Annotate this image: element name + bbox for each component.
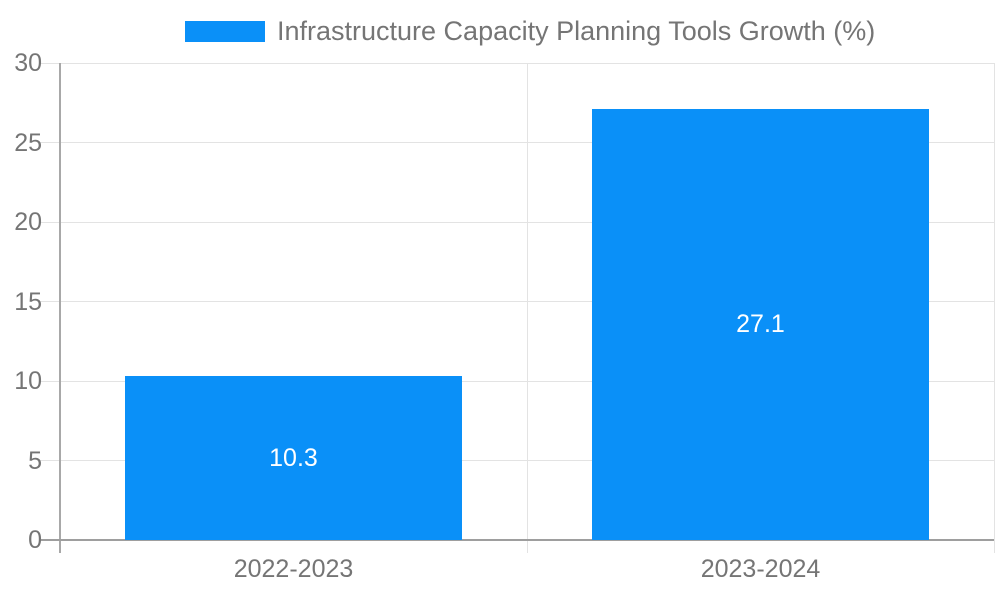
y-axis-tick-label: 15: [14, 287, 42, 316]
x-axis-tick: [993, 540, 995, 553]
bar-2023-2024[interactable]: 27.1: [592, 109, 929, 540]
chart-legend: Infrastructure Capacity Planning Tools G…: [185, 0, 875, 63]
y-axis-tick-label: 10: [14, 367, 42, 395]
y-axis-tick-label: 0: [28, 526, 42, 554]
plot-area: 10.3 27.1: [40, 62, 995, 553]
x-axis-line: [40, 539, 994, 541]
y-gridline: [40, 221, 994, 223]
x-gridline: [526, 63, 528, 540]
y-gridline: [40, 142, 994, 143]
bar-value-label: 10.3: [269, 443, 318, 472]
y-gridline: [40, 460, 994, 461]
y-axis-tick-label: 30: [14, 49, 42, 77]
y-gridline: [40, 380, 994, 382]
chart-title[interactable]: Infrastructure Capacity Planning Tools G…: [277, 16, 876, 46]
bar-value-label: 27.1: [736, 310, 785, 339]
y-gridline: [40, 301, 994, 302]
x-axis-category-label: 2022-2023: [233, 555, 354, 583]
x-axis-tick: [526, 540, 528, 553]
y-axis-tick-label: 20: [14, 208, 42, 236]
y-axis-tick-label: 5: [28, 446, 42, 475]
x-axis-category-label: 2023-2024: [700, 555, 821, 583]
y-axis-tick-label: 25: [14, 128, 42, 157]
y-axis-line: [59, 63, 61, 553]
x-gridline: [993, 63, 995, 540]
y-gridline: [40, 62, 994, 64]
bar-2022-2023[interactable]: 10.3: [125, 376, 462, 540]
legend-swatch[interactable]: [185, 21, 265, 42]
